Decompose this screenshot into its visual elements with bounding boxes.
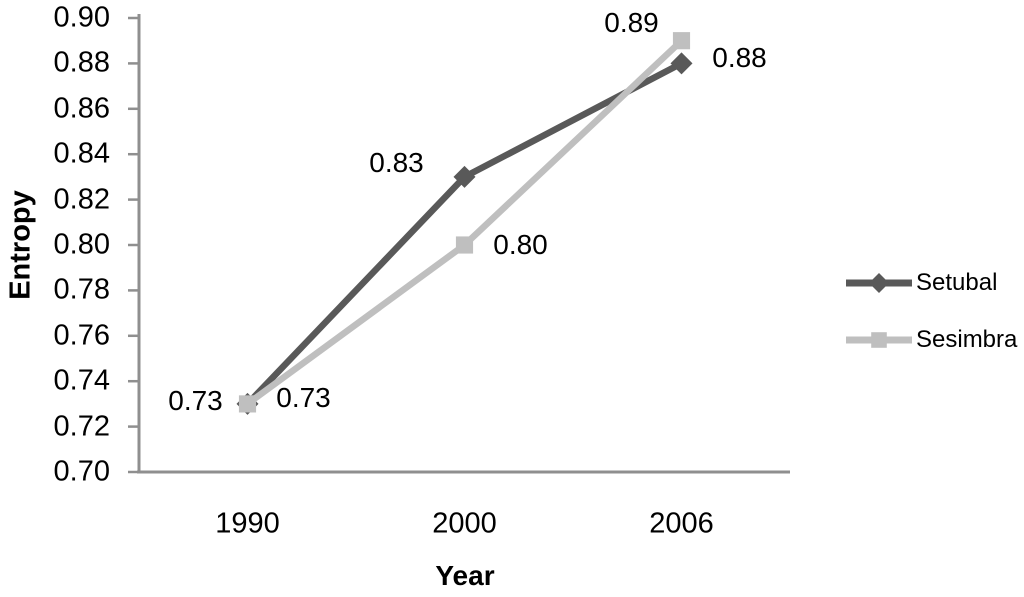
data-label-setubal-2000: 0.83 bbox=[369, 146, 424, 178]
legend-label-sesimbra: Sesimbra bbox=[916, 326, 1018, 353]
data-label-setubal-2006: 0.88 bbox=[712, 42, 767, 74]
y-axis-title: Entropy bbox=[4, 190, 37, 300]
y-tick-label: 0.74 bbox=[53, 364, 110, 397]
y-tick-label: 0.84 bbox=[53, 137, 110, 170]
legend-marker-setubal-icon bbox=[846, 273, 912, 293]
data-label-sesimbra-2000: 0.80 bbox=[493, 229, 548, 260]
x-tick-label: 2000 bbox=[432, 507, 497, 540]
y-tick-label: 0.90 bbox=[53, 1, 110, 34]
data-label-sesimbra-2006: 0.89 bbox=[604, 6, 659, 38]
x-tick-label: 1990 bbox=[215, 507, 280, 540]
legend-marker-sesimbra-icon bbox=[846, 332, 912, 348]
y-tick-label: 0.86 bbox=[53, 92, 110, 125]
data-label-setubal-1990: 0.73 bbox=[168, 384, 223, 416]
data-label-sesimbra-1990: 0.73 bbox=[276, 381, 331, 413]
legend-entry-setubal: Setubal bbox=[846, 270, 1017, 296]
y-tick-label: 0.78 bbox=[53, 273, 110, 306]
y-tick-label: 0.76 bbox=[53, 319, 110, 352]
legend: Setubal Sesimbra bbox=[846, 270, 1017, 384]
y-tick-label: 0.70 bbox=[53, 455, 110, 488]
y-tick-label: 0.82 bbox=[53, 183, 110, 216]
y-tick-label: 0.88 bbox=[53, 46, 110, 79]
x-axis-title: Year bbox=[435, 560, 495, 591]
legend-entry-sesimbra: Sesimbra bbox=[846, 327, 1017, 353]
x-tick-label: 2006 bbox=[649, 507, 714, 540]
y-tick-label: 0.80 bbox=[53, 228, 110, 261]
legend-label-setubal: Setubal bbox=[916, 269, 998, 296]
y-tick-label: 0.72 bbox=[53, 410, 110, 443]
